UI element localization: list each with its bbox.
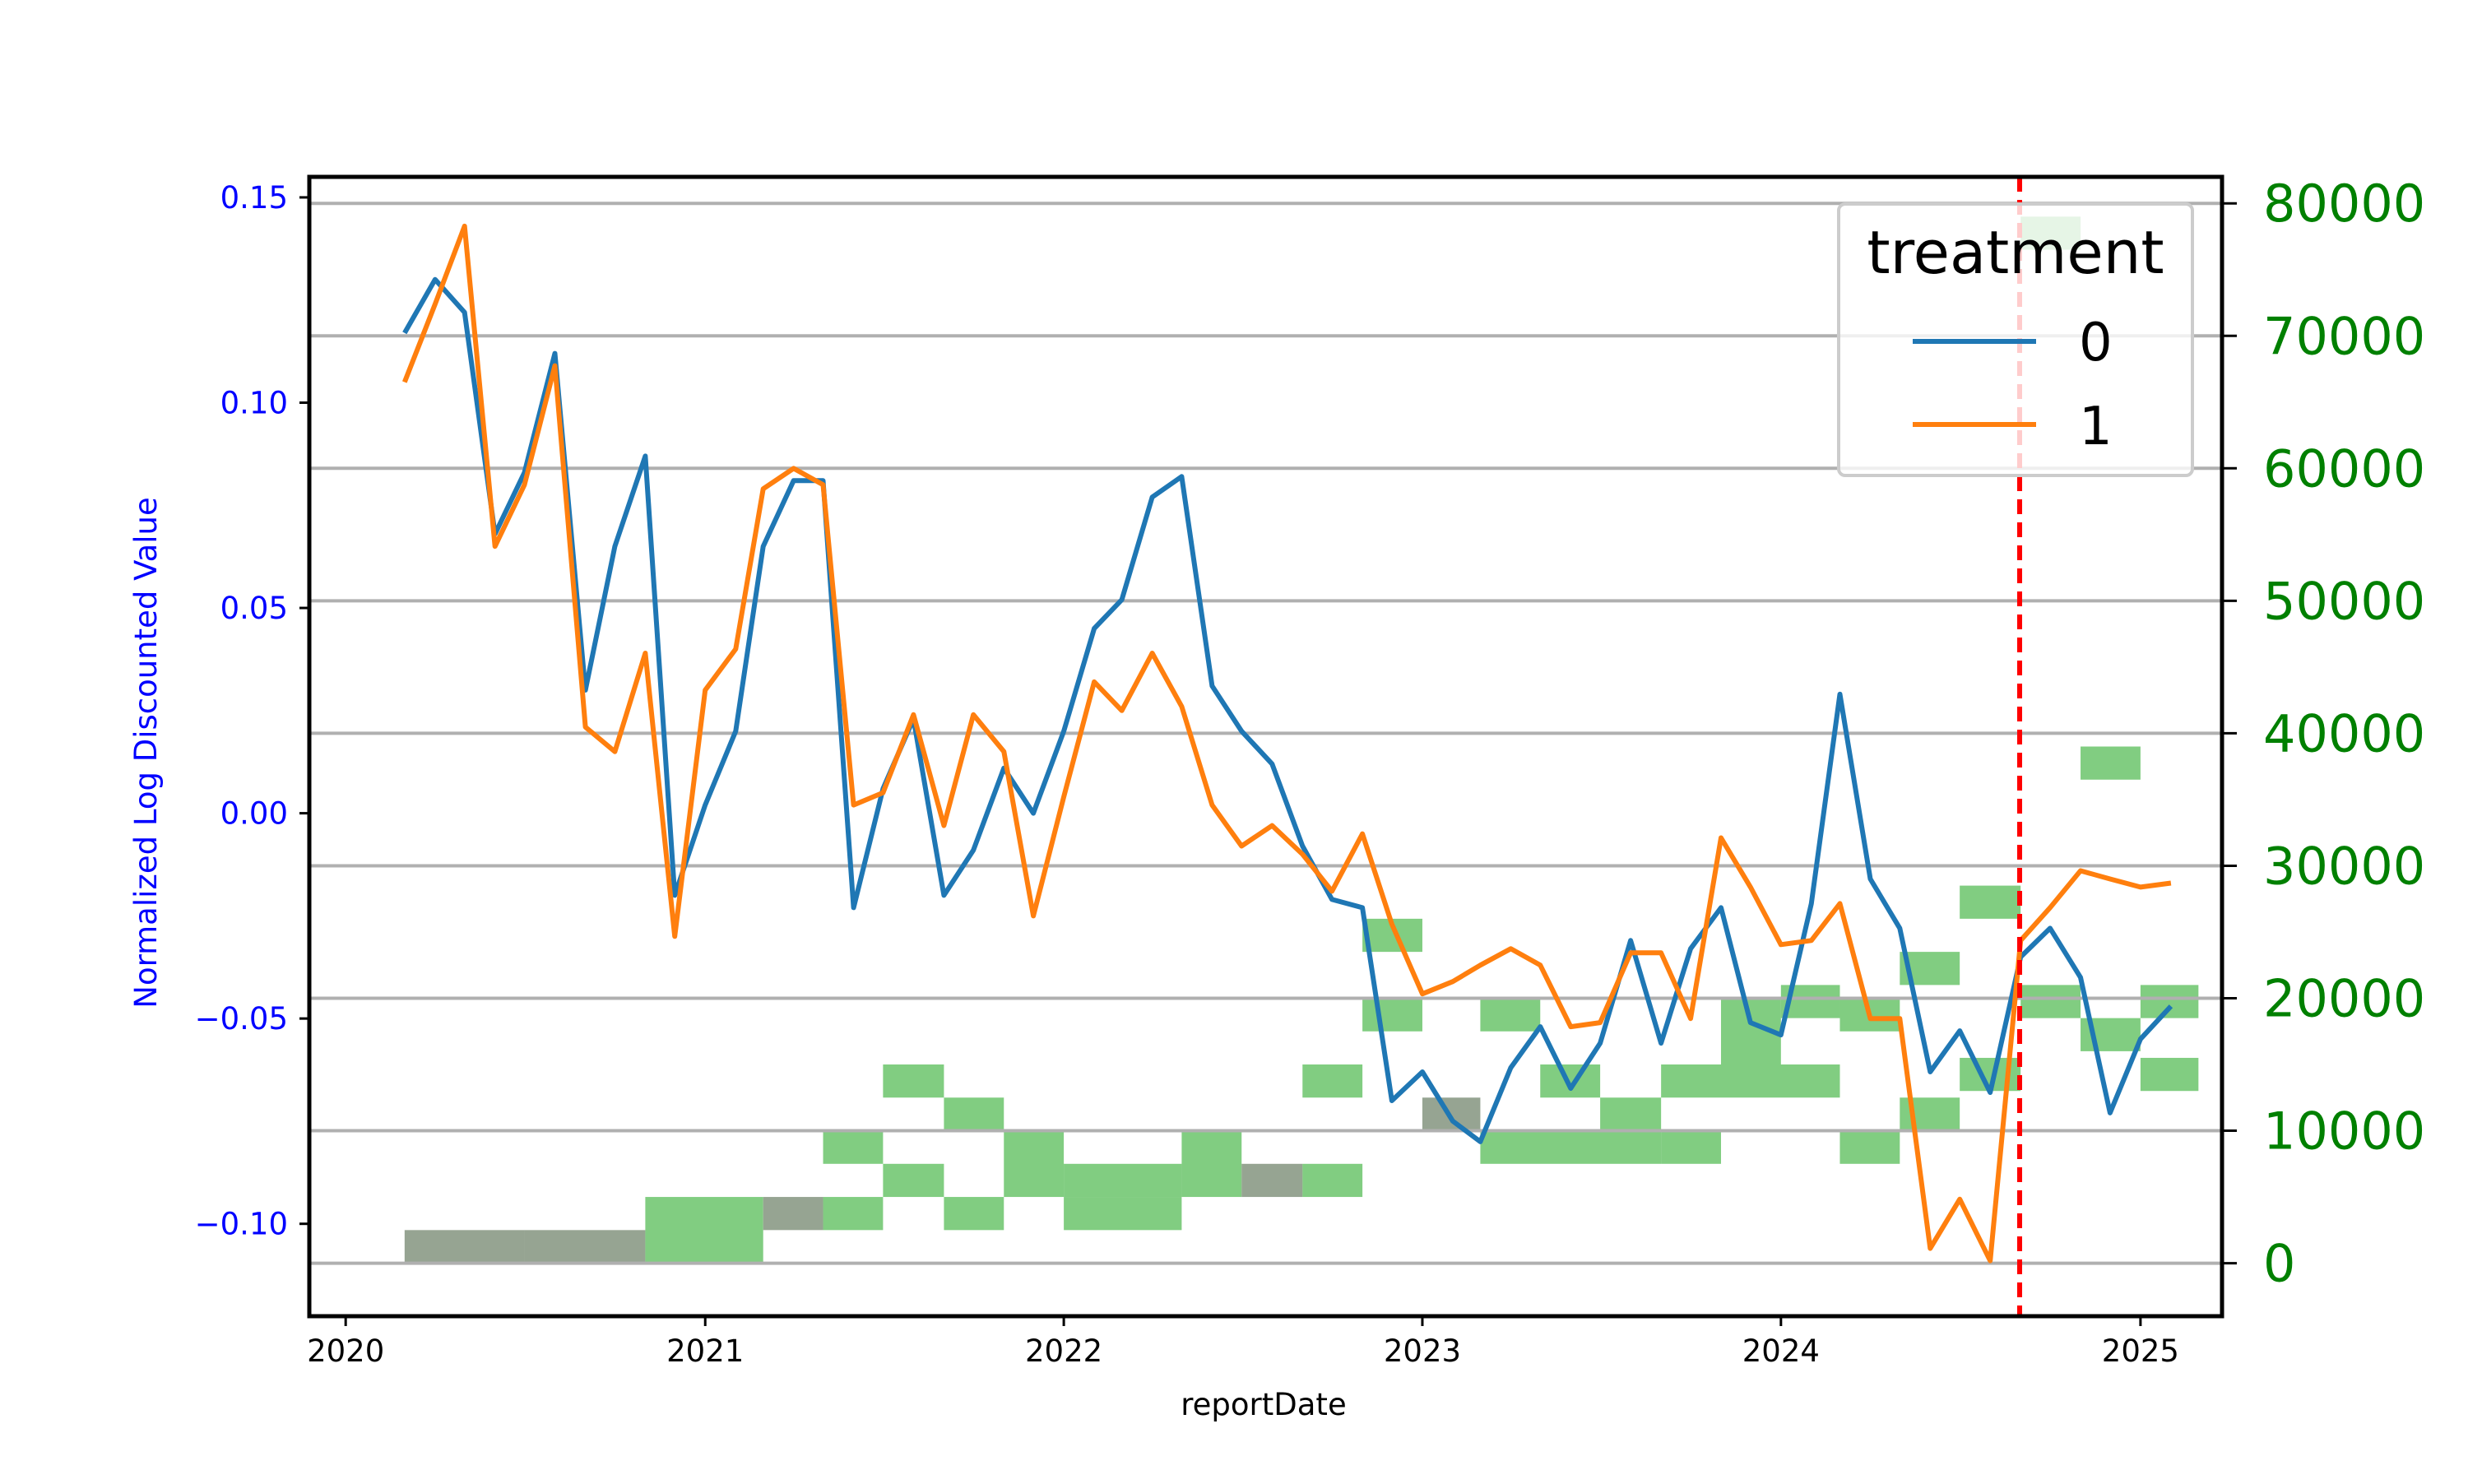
histogram-cell-21 [1480,1130,1662,1164]
y2-tick-label-5: 30000 [2263,836,2425,896]
histogram-cell-9 [944,1097,1004,1131]
histogram-cell-23 [1600,1097,1662,1131]
histogram-cell-39 [2140,985,2199,1018]
x-axis-label: reportDate [1181,1387,1346,1422]
histogram-cell-3 [763,1197,823,1231]
y2-tick-label-7: 10000 [2263,1101,2425,1162]
series-line-0 [402,276,2173,1144]
histogram-cell-5 [823,1130,884,1164]
histogram-cell-4 [823,1197,884,1231]
histogram-cell-22 [1540,1064,1601,1098]
y-tick-label-0: 0.15 [220,180,288,216]
histogram-cell-16 [1302,1064,1363,1098]
histogram-cell-8 [944,1197,1004,1231]
histogram-cell-0 [404,1230,525,1264]
histogram-cell-33 [1960,885,2021,919]
y-tick-label-1: 0.10 [220,386,288,421]
histogram-cell-12 [1064,1163,1182,1198]
y2-tick-label-3: 50000 [2263,571,2425,631]
histogram-cell-38 [2140,1057,2199,1092]
legend-label-0: 0 [2079,313,2113,373]
y-tick-label-5: −0.10 [195,1207,288,1242]
histogram-cell-24 [1661,1130,1721,1164]
x-tick-label-3: 2023 [1384,1333,1461,1369]
y-tick-label-2: 0.05 [220,591,288,626]
histogram-cell-13 [1181,1130,1242,1198]
y2-tick-label-4: 40000 [2263,703,2425,763]
y2-tick-label-6: 20000 [2263,968,2425,1028]
legend: treatment 0 1 [1837,202,2194,477]
histogram-cell-25 [1661,1064,1840,1098]
x-tick-label-1: 2021 [666,1333,744,1369]
plot-frame [307,174,2224,1319]
y2-tick-label-8: 0 [2263,1234,2295,1294]
x-tick-label-0: 2020 [307,1333,384,1369]
x-tick-label-5: 2025 [2102,1333,2179,1369]
y-tick-label-3: 0.00 [220,796,288,832]
histogram-cell-7 [883,1064,944,1098]
histogram-layer [404,216,2199,1264]
series-layer [402,223,2173,1264]
grid-layer [309,202,2222,1265]
y-tick-label-4: −0.05 [195,1001,288,1036]
histogram-cell-20 [1480,998,1541,1032]
histogram-cell-10 [1004,1130,1065,1198]
series-line-1 [402,223,2172,1264]
histogram-cell-1 [524,1230,646,1264]
histogram-cell-14 [1241,1163,1303,1198]
histogram-cell-17 [1362,998,1422,1032]
x-tick-label-2: 2022 [1025,1333,1102,1369]
histogram-cell-37 [2081,746,2141,780]
axes-layer: 2020 2021 2022 2023 2024 2025 0.15 0.10 0.05 0.00… [195,174,2426,1369]
histogram-cell-11 [1064,1197,1182,1231]
legend-title: treatment [1867,218,2164,287]
y-axis-label: Normalized Log Discounted Value [128,497,164,1008]
histogram-cell-6 [883,1163,944,1198]
x-tick-label-4: 2024 [1742,1333,1820,1369]
histogram-cell-34 [2020,985,2081,1018]
histogram-cell-28 [1839,1130,1900,1164]
y2-tick-label-2: 60000 [2263,438,2425,499]
histogram-cell-15 [1302,1163,1363,1198]
y2-tick-label-0: 80000 [2263,174,2425,234]
histogram-cell-2 [645,1197,763,1264]
legend-label-1: 1 [2079,397,2113,457]
y2-tick-label-1: 70000 [2263,306,2425,366]
